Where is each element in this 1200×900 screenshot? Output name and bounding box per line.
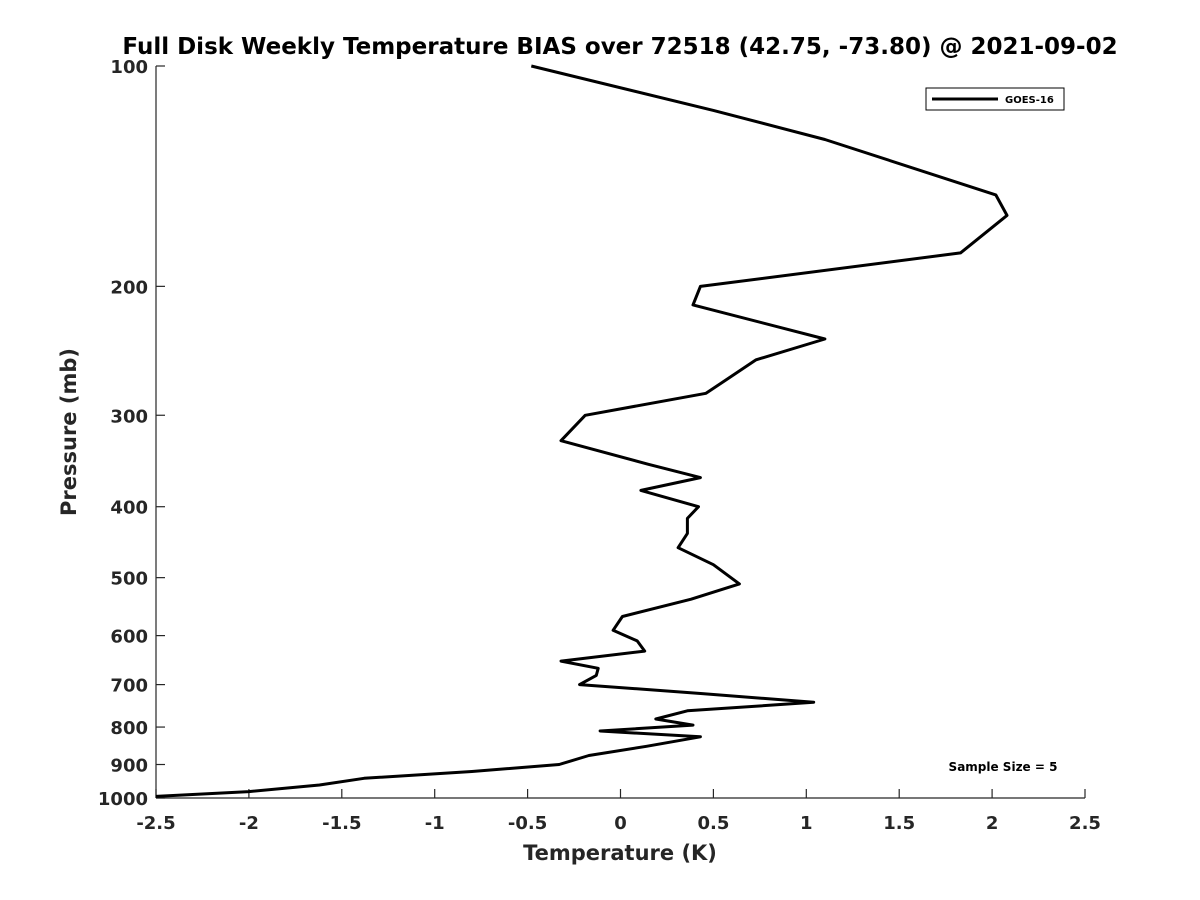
- y-tick-label: 800: [110, 718, 148, 739]
- x-tick-label: 1: [800, 813, 813, 834]
- x-axis-label: Temperature (K): [523, 841, 717, 865]
- y-tick-label: 700: [110, 676, 148, 697]
- x-tick-label: 0: [614, 813, 627, 834]
- x-tick-label: -2: [239, 813, 259, 834]
- y-tick-label: 200: [110, 277, 148, 298]
- x-tick-label: 2.5: [1069, 813, 1101, 834]
- x-tick-label: -1: [425, 813, 445, 834]
- x-tick-label: -0.5: [508, 813, 547, 834]
- x-tick-label: 2: [986, 813, 999, 834]
- y-tick-label: 1000: [98, 789, 148, 810]
- legend-label-goes-16: GOES-16: [1005, 95, 1054, 106]
- y-tick-label: 500: [110, 569, 148, 590]
- plot-area: [156, 66, 1085, 798]
- y-tick-label: 400: [110, 498, 148, 519]
- x-tick-label: -1.5: [322, 813, 361, 834]
- y-tick-label: 100: [110, 57, 148, 78]
- y-axis-label: Pressure (mb): [57, 348, 81, 516]
- y-tick-label: 600: [110, 627, 148, 648]
- y-tick-label: 900: [110, 756, 148, 777]
- chart-title: Full Disk Weekly Temperature BIAS over 7…: [122, 34, 1117, 60]
- x-tick-label: -2.5: [136, 813, 175, 834]
- y-axis-ticks: 100 200 300 400 500 600 700 800 900 1000: [98, 57, 165, 810]
- series-group: [155, 64, 1009, 798]
- x-tick-label: 1.5: [883, 813, 915, 834]
- sample-size-annotation: Sample Size = 5: [949, 760, 1058, 774]
- series-line-goes-16: [155, 64, 1009, 798]
- x-axis-ticks: -2.5 -2 -1.5 -1 -0.5 0 0.5 1 1.5 2 2.5: [136, 789, 1101, 834]
- legend: GOES-16: [925, 87, 1065, 111]
- y-tick-label: 300: [110, 406, 148, 427]
- x-tick-label: 0.5: [697, 813, 729, 834]
